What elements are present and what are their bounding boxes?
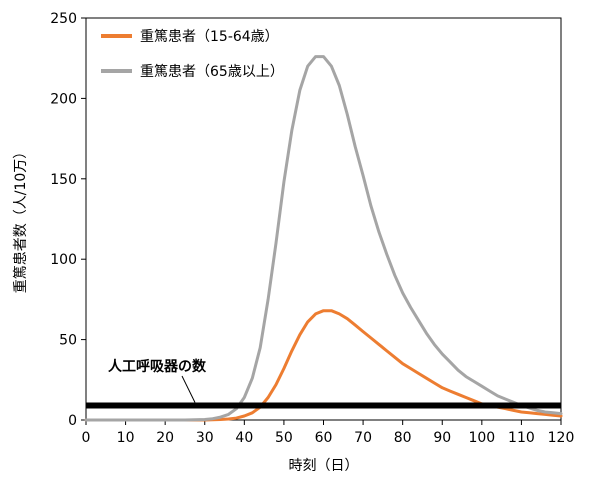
x-tick-label-50: 50	[275, 430, 293, 446]
y-axis-title: 重篤患者数（人/10万）	[12, 145, 29, 294]
x-tick-label-30: 30	[196, 430, 214, 446]
y-tick-label-200: 200	[50, 91, 77, 107]
x-tick-label-100: 100	[468, 430, 495, 446]
x-axis-ticks: 0 10 20 30 40 50 60 70 80 90 100 110 120	[82, 420, 575, 446]
y-tick-label-0: 0	[68, 413, 77, 429]
y-tick-label-100: 100	[50, 252, 77, 268]
x-axis-title: 時刻（日）	[289, 458, 359, 474]
x-tick-label-40: 40	[235, 430, 253, 446]
legend: 重篤患者（15-64歳） 重篤患者（65歳以上）	[101, 28, 284, 80]
y-axis-ticks: 0 50 100 150 200 250	[50, 11, 86, 429]
x-tick-label-120: 120	[548, 430, 575, 446]
x-tick-label-20: 20	[156, 430, 174, 446]
x-tick-label-10: 10	[117, 430, 135, 446]
x-tick-label-80: 80	[394, 430, 412, 446]
x-tick-label-70: 70	[354, 430, 372, 446]
x-tick-label-110: 110	[508, 430, 535, 446]
x-tick-label-0: 0	[82, 430, 91, 446]
ventilator-capacity-label: 人工呼吸器の数	[108, 358, 207, 375]
y-tick-label-250: 250	[50, 11, 77, 27]
legend-label-elderly: 重篤患者（65歳以上）	[140, 63, 284, 80]
ventilator-capacity-pointer	[181, 375, 196, 403]
y-tick-label-50: 50	[59, 333, 77, 349]
x-tick-label-90: 90	[433, 430, 451, 446]
series-line-elderly	[84, 55, 563, 422]
legend-label-working-age: 重篤患者（15-64歳）	[140, 28, 279, 45]
y-tick-label-150: 150	[50, 172, 77, 188]
x-tick-label-60: 60	[315, 430, 333, 446]
